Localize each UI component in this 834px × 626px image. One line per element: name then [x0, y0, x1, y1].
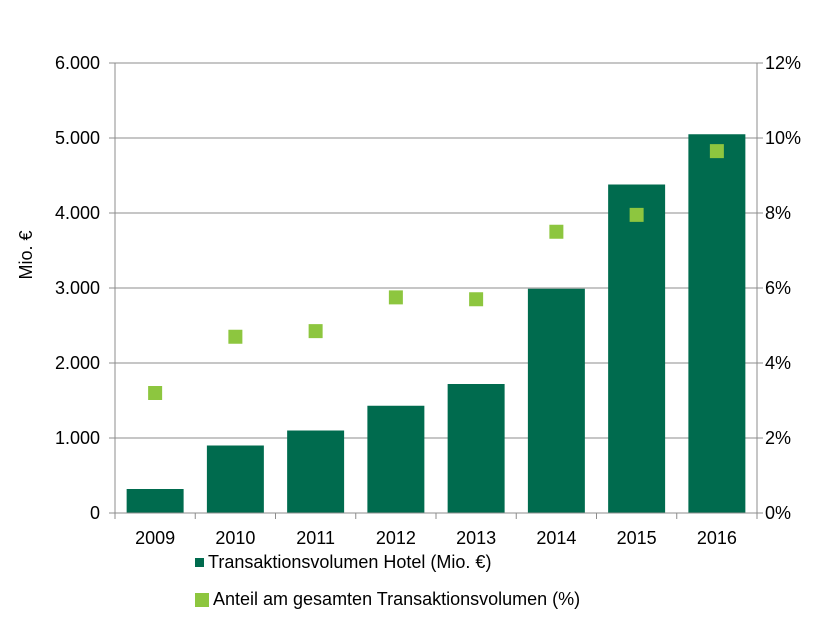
- data-point: [709, 144, 724, 159]
- right-tick-label: 2%: [765, 428, 791, 448]
- x-tick-label: 2009: [135, 528, 175, 548]
- legend-swatch-points: [195, 592, 209, 607]
- x-tick-label: 2010: [215, 528, 255, 548]
- right-tick-label: 0%: [765, 503, 791, 523]
- left-tick-label: 5.000: [55, 128, 100, 148]
- x-tick-label: 2012: [376, 528, 416, 548]
- data-point: [388, 290, 403, 305]
- bar: [287, 430, 345, 513]
- bar: [206, 445, 264, 513]
- bar: [447, 384, 505, 513]
- axes: [109, 62, 763, 519]
- data-point: [549, 224, 564, 239]
- x-tick-label: 2016: [697, 528, 737, 548]
- left-tick-label: 1.000: [55, 428, 100, 448]
- point-series: [148, 144, 724, 400]
- data-point: [469, 292, 484, 307]
- right-tick-label: 6%: [765, 278, 791, 298]
- data-point: [228, 329, 243, 344]
- x-tick-label: 2011: [296, 528, 335, 548]
- right-tick-label: 10%: [765, 128, 801, 148]
- right-axis-ticks: 0% 2% 4% 6% 8% 10% 12%: [765, 53, 801, 523]
- bar: [688, 134, 746, 513]
- bar: [367, 405, 425, 513]
- right-tick-label: 8%: [765, 203, 791, 223]
- left-tick-label: 4.000: [55, 203, 100, 223]
- legend-swatch-bars: [195, 558, 204, 567]
- legend-label-bars: Transaktionsvolumen Hotel (Mio. €): [208, 552, 492, 572]
- bar: [527, 288, 585, 513]
- bar-series: [126, 134, 746, 513]
- left-tick-label: 6.000: [55, 53, 100, 73]
- x-tick-label: 2014: [536, 528, 576, 548]
- x-tick-label: 2015: [617, 528, 657, 548]
- bar: [126, 489, 184, 513]
- data-point: [308, 324, 323, 339]
- legend-item-points: Anteil am gesamten Transaktionsvolumen (…: [195, 589, 580, 610]
- left-tick-label: 3.000: [55, 278, 100, 298]
- right-tick-label: 12%: [765, 53, 801, 73]
- bar: [608, 184, 666, 513]
- data-point: [629, 207, 644, 222]
- x-tick-label: 2013: [456, 528, 496, 548]
- x-axis-ticks: 2009 2010 2011 2012 2013 2014 2015 2016: [135, 528, 737, 548]
- legend-label-points: Anteil am gesamten Transaktionsvolumen (…: [213, 589, 581, 609]
- y-axis-label: Mio. €: [16, 230, 36, 279]
- left-tick-label: 0: [90, 503, 100, 523]
- left-tick-label: 2.000: [55, 353, 100, 373]
- right-tick-label: 4%: [765, 353, 791, 373]
- data-point: [148, 386, 163, 400]
- left-axis-ticks: 0 1.000 2.000 3.000 4.000 5.000 6.000: [55, 53, 100, 523]
- legend-item-bars: Transaktionsvolumen Hotel (Mio. €): [195, 552, 491, 573]
